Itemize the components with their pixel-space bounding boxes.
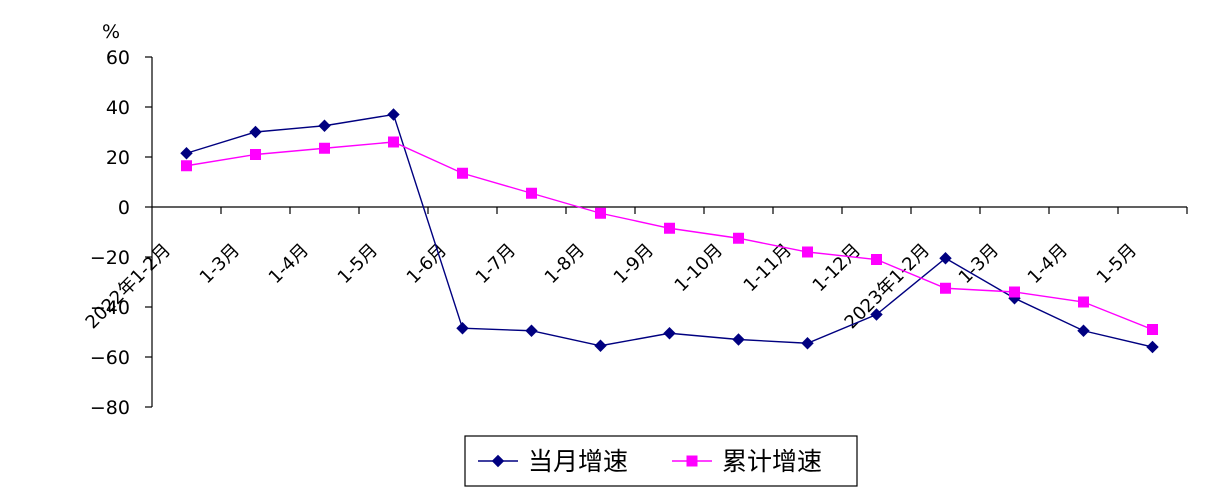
- x-tick-label: 1-12月: [809, 240, 865, 296]
- x-tick-label: 1-3月: [196, 240, 244, 288]
- data-point: [871, 254, 882, 265]
- data-point: [526, 187, 537, 199]
- data-point: [457, 167, 468, 179]
- y-tick-label: 60: [106, 47, 130, 69]
- data-point: [663, 327, 676, 340]
- x-tick-label: 1-4月: [1024, 240, 1072, 288]
- y-tick-label: 20: [106, 147, 130, 169]
- y-tick-label: −40: [90, 297, 130, 319]
- data-point: [525, 324, 538, 337]
- series-layer: [180, 108, 1159, 354]
- y-tick-label: −80: [90, 397, 130, 419]
- data-point: [1009, 286, 1020, 298]
- data-point: [180, 147, 193, 160]
- x-tick-label: 1-4月: [265, 240, 313, 288]
- data-point: [1077, 324, 1090, 337]
- x-tick-label: 1-9月: [610, 240, 658, 288]
- y-tick-label: 40: [106, 97, 130, 119]
- y-tick-label: −20: [90, 247, 130, 269]
- x-tick-label: 1-8月: [541, 240, 589, 288]
- legend-label: 当月增速: [528, 447, 628, 476]
- series-line: [186, 141, 1153, 331]
- data-point: [732, 333, 745, 346]
- data-point: [456, 322, 469, 335]
- legend-items: 当月增速 累计增速: [478, 447, 822, 476]
- data-point: [801, 337, 814, 350]
- data-point: [595, 207, 606, 219]
- data-point: [1146, 340, 1159, 354]
- data-point: [249, 125, 262, 139]
- data-point: [181, 160, 192, 172]
- legend-item: 累计增速: [672, 447, 822, 476]
- data-point: [1078, 296, 1089, 308]
- legend-label: 累计增速: [722, 447, 822, 476]
- data-point: [940, 282, 951, 294]
- axes: [145, 56, 1188, 408]
- x-tick-label: 1-5月: [1093, 240, 1141, 288]
- legend-item: 当月增速: [478, 447, 628, 476]
- legend-swatch-marker: [686, 455, 698, 467]
- legend-swatch-marker: [491, 454, 505, 468]
- x-tick-label: 1-3月: [955, 240, 1003, 288]
- x-tick-labels: 2022年1-2月 1-3月 1-4月 1-5月 1-6月 1-7月 1-8月 1-9月 1-1…: [82, 240, 1141, 333]
- data-point: [318, 119, 331, 132]
- series-2: [181, 136, 1158, 335]
- data-point: [388, 136, 399, 148]
- x-tick-label: 1-10月: [671, 240, 727, 296]
- legend: 当月增速 累计增速: [464, 435, 858, 487]
- y-tick-label: 0: [118, 197, 130, 219]
- x-tick-label: 1-6月: [403, 240, 451, 288]
- y-tick-label: −60: [90, 347, 130, 369]
- data-point: [319, 142, 330, 154]
- y-tick-labels: 60 40 20 0 −20 −40 −60 −80: [90, 47, 130, 419]
- x-tick-label: 1-5月: [334, 240, 382, 288]
- data-point: [1147, 324, 1158, 335]
- series-1: [180, 108, 1159, 354]
- data-point: [594, 339, 607, 352]
- data-point: [939, 252, 952, 265]
- legend-box: [464, 435, 858, 487]
- y-unit-label: %: [102, 21, 120, 43]
- data-point: [870, 308, 883, 321]
- data-point: [664, 222, 675, 234]
- x-tick-label: 1-7月: [472, 240, 520, 288]
- data-point: [802, 246, 813, 258]
- data-point: [733, 232, 744, 244]
- data-point: [387, 108, 400, 121]
- data-point: [250, 149, 261, 160]
